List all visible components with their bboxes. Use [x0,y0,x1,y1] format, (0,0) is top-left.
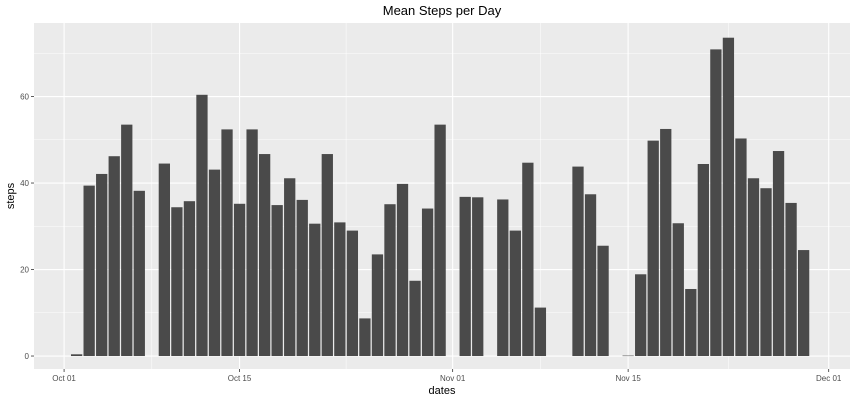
bar [246,129,258,357]
x-tick-label: Oct 01 [52,374,76,383]
bar [321,154,333,357]
bar [133,190,145,357]
bar [785,202,797,357]
bar [584,194,597,357]
bar [183,201,196,357]
y-tick-label: 60 [20,93,29,102]
bar [258,154,271,357]
bar [221,129,233,357]
bar [409,280,421,357]
bar [710,49,722,357]
bar [534,307,547,357]
bar [647,140,659,357]
bar [208,169,221,357]
bar [597,245,609,357]
bar [371,254,384,357]
bar [459,196,471,357]
bar [309,223,321,357]
x-tick-label: Oct 15 [228,374,252,383]
x-axis: Oct 01 Oct 15 Nov 01 Nov 15 Dec 01 [52,369,842,383]
bar [196,94,208,357]
bar [672,223,684,357]
bar [760,188,772,357]
bar [572,166,584,357]
bar [472,197,484,357]
bar [384,204,396,357]
bar [797,250,810,357]
y-tick-label: 0 [25,352,30,361]
bars [70,37,810,357]
bar [622,355,634,357]
bar [522,162,534,357]
bar [296,199,308,357]
bar [747,178,760,357]
y-tick-label: 20 [20,266,29,275]
bar [735,138,747,357]
bar [722,37,735,357]
bar [171,207,183,357]
bar [421,208,434,357]
chart-title: Mean Steps per Day [383,3,502,18]
bar [697,163,709,357]
bar [284,178,296,357]
x-axis-label: dates [429,385,456,397]
bar [334,222,346,357]
x-tick-label: Nov 15 [615,374,641,383]
bar [96,173,108,357]
bar [635,274,647,357]
x-tick-label: Nov 01 [440,374,466,383]
bar [233,203,246,357]
bar [158,163,170,357]
bar [660,128,672,357]
y-tick-label: 40 [20,179,29,188]
bar [434,124,446,357]
bar [70,354,83,357]
bar [359,318,371,357]
bar [497,199,509,357]
bar [271,205,283,357]
y-axis-label: steps [5,182,17,209]
y-axis: 0 20 40 60 [20,93,34,361]
x-tick-label: Dec 01 [816,374,842,383]
bar [346,230,359,357]
bar [509,230,521,357]
bar [396,183,409,357]
bar [121,124,133,357]
bar [108,156,120,357]
bar [685,288,697,357]
bar [83,185,95,357]
bar [772,151,785,357]
